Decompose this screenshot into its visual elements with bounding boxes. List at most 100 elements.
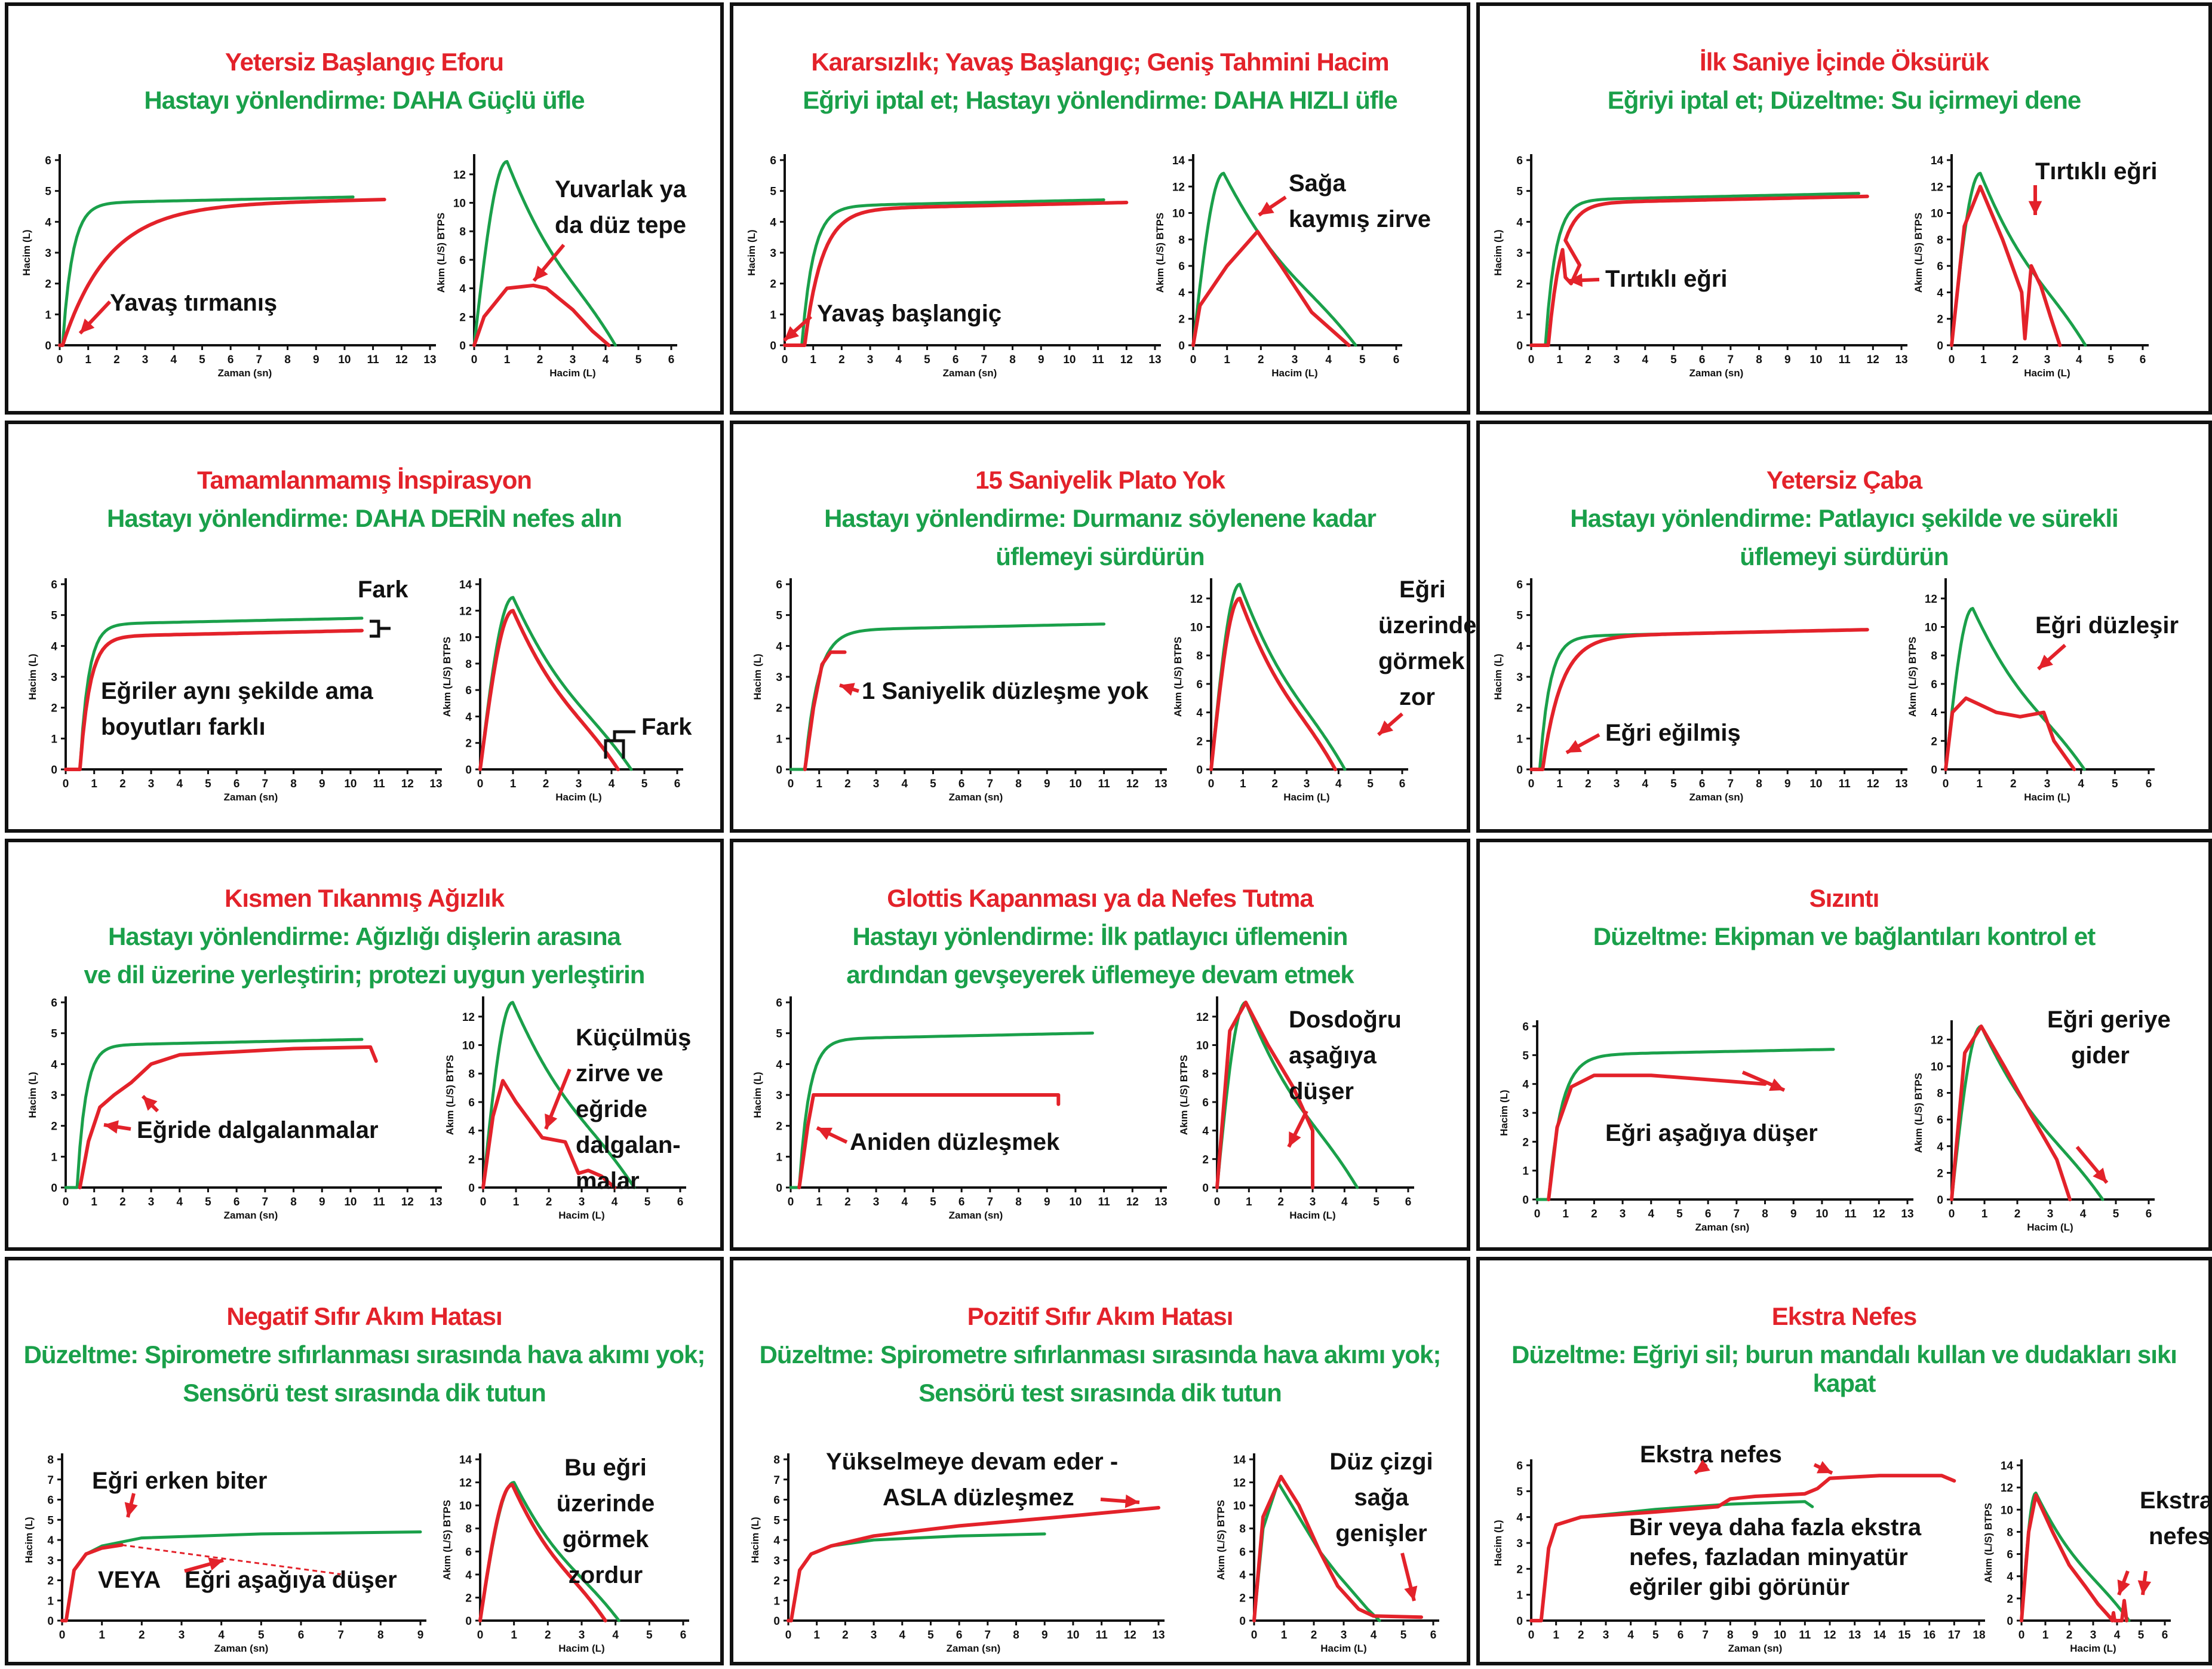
y-tick-label: 6	[1202, 1097, 1209, 1109]
x-tick-label: 5	[927, 1629, 934, 1642]
x-tick-label: 2	[2010, 778, 2017, 790]
y-axis-label: Hacim (L)	[1492, 1520, 1504, 1566]
x-tick-label: 11	[1839, 354, 1851, 366]
annotation-text: Yavaş tırmanış	[110, 290, 277, 316]
x-tick-label: 2	[1585, 354, 1592, 366]
x-tick-label: 1	[816, 778, 822, 790]
y-tick-label: 4	[459, 283, 466, 296]
x-tick-label: 1	[510, 778, 517, 790]
axis-line	[1944, 578, 2155, 771]
x-tick-label: 15	[1898, 1629, 1911, 1642]
x-tick-label: 9	[1784, 778, 1791, 790]
x-tick-label: 6	[2146, 778, 2152, 790]
y-tick-label: 1	[51, 1151, 57, 1164]
y-tick-label: 10	[1931, 1061, 1943, 1073]
y-tick-label: 2	[1178, 314, 1185, 326]
annotation-text: genişler	[1335, 1520, 1427, 1547]
y-tick-label: 5	[45, 186, 51, 198]
x-tick-label: 5	[1373, 1196, 1380, 1208]
x-tick-label: 2	[2012, 354, 2019, 366]
x-tick-label: 3	[142, 354, 149, 366]
y-tick-label: 8	[468, 1068, 475, 1081]
x-tick-label: 2	[537, 354, 543, 366]
y-tick-label: 5	[1516, 610, 1523, 622]
x-tick-label: 5	[2107, 354, 2114, 366]
x-tick-label: 13	[429, 778, 442, 790]
x-tick-label: 6	[1405, 1196, 1412, 1208]
x-tick-label: 0	[1949, 354, 1955, 366]
x-tick-label: 0	[782, 354, 788, 366]
y-axis-label: Akım (L/S) BTPS	[1172, 637, 1184, 717]
annotation-text: Yükselmeye devam eder -	[826, 1449, 1118, 1475]
arrow-icon	[2028, 185, 2042, 215]
panel-title: Negatif Sıfır Akım Hatası	[226, 1302, 502, 1330]
x-tick-label: 13	[429, 1196, 442, 1208]
y-tick-label: 5	[51, 610, 57, 622]
annotation-text: Aniden düzleşmek	[850, 1129, 1060, 1155]
panel-subtitle: üflemeyi sürdürün	[1740, 542, 1949, 570]
y-tick-label: 2	[51, 702, 57, 715]
red-curve	[481, 1079, 616, 1189]
y-tick-label: 4	[465, 711, 472, 723]
y-tick-label: 2	[459, 311, 466, 324]
x-tick-label: 0	[1251, 1629, 1258, 1642]
y-tick-label: 8	[1196, 650, 1203, 662]
x-axis-label: Zaman (sn)	[214, 1643, 269, 1654]
panel-p1: Yetersiz Başlangıç Eforu Hastayı yönlendi…	[5, 2, 724, 415]
x-tick-label: 8	[290, 778, 297, 790]
panel-p12: Ekstra Nefes Düzeltme: Eğriyi sil; burun …	[1476, 1257, 2212, 1665]
x-tick-label: 2	[543, 778, 549, 790]
x-tick-label: 3	[179, 1629, 185, 1642]
y-tick-label: 1	[45, 309, 51, 321]
x-tick-label: 5	[2112, 778, 2118, 790]
annotation-text: ASLA düzleşmez	[883, 1484, 1074, 1511]
y-tick-label: 1	[776, 733, 782, 745]
x-tick-label: 1	[1246, 1196, 1252, 1208]
annotation-text: Tırtıklı eğri	[1605, 266, 1728, 292]
arrow-icon	[532, 244, 566, 282]
panel-title: Glottis Kapanması ya da Nefes Tutma	[887, 884, 1313, 912]
x-tick-label: 7	[987, 778, 994, 790]
y-tick-label: 6	[45, 155, 51, 167]
y-tick-label: 4	[1937, 287, 1943, 299]
red-curve	[1209, 596, 1337, 771]
panel-p10: Negatif Sıfır Akım Hatası Düzeltme: Spiro…	[5, 1257, 724, 1665]
x-tick-label: 11	[1839, 778, 1851, 790]
red-curve	[1191, 229, 1351, 347]
green-curve	[472, 159, 617, 347]
arrow-icon	[124, 1493, 138, 1518]
x-tick-label: 9	[1038, 354, 1044, 366]
y-tick-label: 0	[1931, 764, 1937, 777]
x-tick-label: 4	[1642, 778, 1648, 790]
x-tick-label: 9	[1784, 354, 1791, 366]
annotation-text: malar	[576, 1168, 640, 1194]
x-tick-label: 2	[119, 778, 126, 790]
x-tick-label: 4	[2078, 778, 2084, 790]
annotation-text: nefes	[2149, 1523, 2211, 1550]
annotation-text: Düz çizgi	[1329, 1449, 1433, 1475]
x-tick-label: 3	[1614, 354, 1620, 366]
x-tick-label: 5	[1652, 1629, 1659, 1642]
annotation-text: Küçülmüş	[576, 1024, 691, 1051]
x-tick-label: 13	[1148, 354, 1161, 366]
x-tick-label: 8	[1762, 1208, 1768, 1220]
x-tick-label: 0	[1534, 1208, 1541, 1220]
x-tick-label: 13	[423, 354, 436, 366]
x-tick-label: 6	[234, 778, 240, 790]
annotation-text: zirve ve	[576, 1060, 663, 1087]
panel-title: Yetersiz Başlangıç Eforu	[225, 48, 504, 76]
panel-title: Ekstra Nefes	[1771, 1302, 1917, 1330]
panel-p8: Glottis Kapanması ya da Nefes Tutma Hasta…	[730, 839, 1470, 1251]
annotation-text: Dosdoğru	[1289, 1007, 1402, 1033]
panel-p3: İlk Saniye İçinde Öksürük Eğriyi iptal et…	[1476, 2, 2212, 415]
panel-p6: Yetersiz Çaba Hastayı yönlendirme: Patlay…	[1476, 421, 2212, 833]
y-tick-label: 4	[1937, 1141, 1943, 1153]
x-tick-label: 1	[813, 1629, 820, 1642]
x-axis-label: Hacim (L)	[1271, 367, 1317, 379]
